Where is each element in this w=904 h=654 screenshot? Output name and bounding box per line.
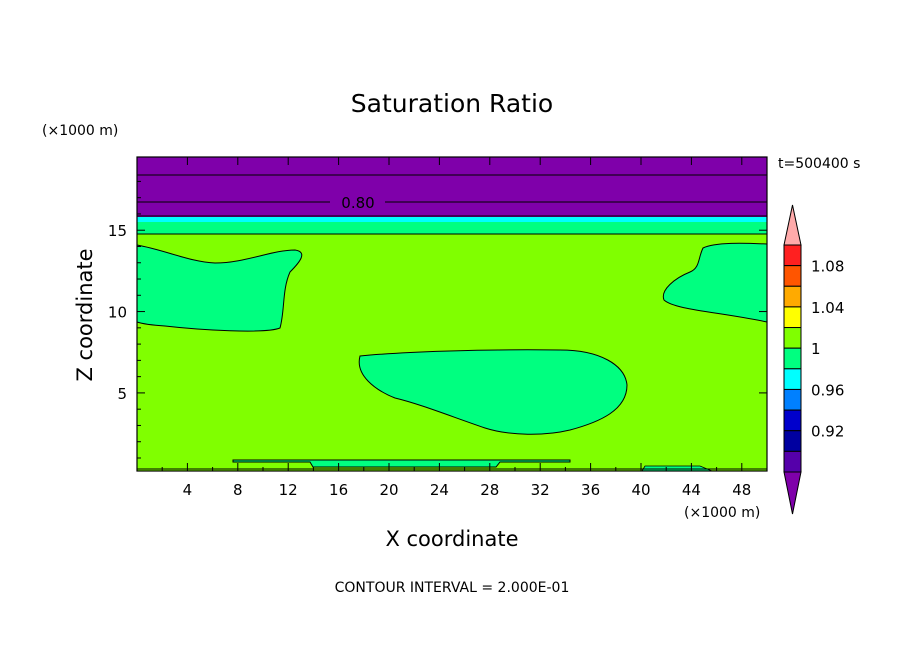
colorbar-swatch <box>783 409 802 432</box>
colorbar-label: 1 <box>811 340 821 358</box>
colorbar-label: 1.08 <box>811 258 844 276</box>
colorbar-bottom-arrow <box>783 471 802 515</box>
moist-patch-center <box>358 349 628 435</box>
y-axis-label: Z coordinate <box>73 248 97 381</box>
colorbar-label: 0.92 <box>811 423 844 441</box>
y-tick-label: 5 <box>117 385 127 403</box>
y-tick-label: 15 <box>108 222 127 240</box>
chart-title: Saturation Ratio <box>351 89 553 118</box>
moist-patch-left <box>136 244 303 332</box>
y-tick-label: 10 <box>108 304 127 322</box>
x-tick-label: 44 <box>682 481 701 499</box>
x-tick-label: 12 <box>279 481 298 499</box>
plot-area: 0.80 <box>136 156 768 472</box>
x-tick-label: 4 <box>183 481 193 499</box>
colorbar-swatch <box>783 244 802 267</box>
colorbar-swatch <box>783 450 802 473</box>
x-tick-label: 16 <box>329 481 348 499</box>
x-tick-label: 28 <box>480 481 499 499</box>
colorbar-swatch <box>783 306 802 329</box>
x-tick-label: 8 <box>233 481 243 499</box>
plot-frame <box>136 156 768 472</box>
y-unit-label: (×1000 m) <box>42 123 118 139</box>
contour-interval-note: CONTOUR INTERVAL = 2.000E-01 <box>335 580 570 596</box>
dry-band-top <box>137 157 767 217</box>
colorbar-top-arrow <box>783 204 802 246</box>
colorbar-swatch <box>783 347 802 370</box>
colorbar-swatch <box>783 285 802 308</box>
x-unit-label: (×1000 m) <box>684 505 760 521</box>
x-tick-label: 32 <box>531 481 550 499</box>
colorbar-swatch <box>783 368 802 390</box>
colorbar-label: 0.96 <box>811 381 844 399</box>
colorbar-swatch <box>783 327 802 349</box>
colorbar-swatch <box>783 430 802 452</box>
x-tick-label: 40 <box>631 481 650 499</box>
colorbar: 1.08 1.04 1 0.96 0.92 <box>783 204 844 515</box>
cyan-band-upper <box>137 217 767 222</box>
x-tick-label: 48 <box>732 481 751 499</box>
x-tick-label: 20 <box>379 481 398 499</box>
x-tick-label: 36 <box>581 481 600 499</box>
y-axis: 5 10 15 <box>108 180 767 459</box>
time-label: t=500400 s <box>778 156 860 172</box>
contour-value-label: 0.80 <box>341 194 374 212</box>
moist-patch-right <box>662 242 768 323</box>
x-axis: 4 8 12 16 20 24 28 32 36 40 44 48 <box>161 157 751 499</box>
colorbar-label: 1.04 <box>811 299 844 317</box>
x-axis-label: X coordinate <box>385 527 518 551</box>
colorbar-swatch <box>783 265 802 287</box>
colorbar-swatch <box>783 388 802 411</box>
x-tick-label: 24 <box>430 481 449 499</box>
bottom-strip <box>232 459 571 468</box>
